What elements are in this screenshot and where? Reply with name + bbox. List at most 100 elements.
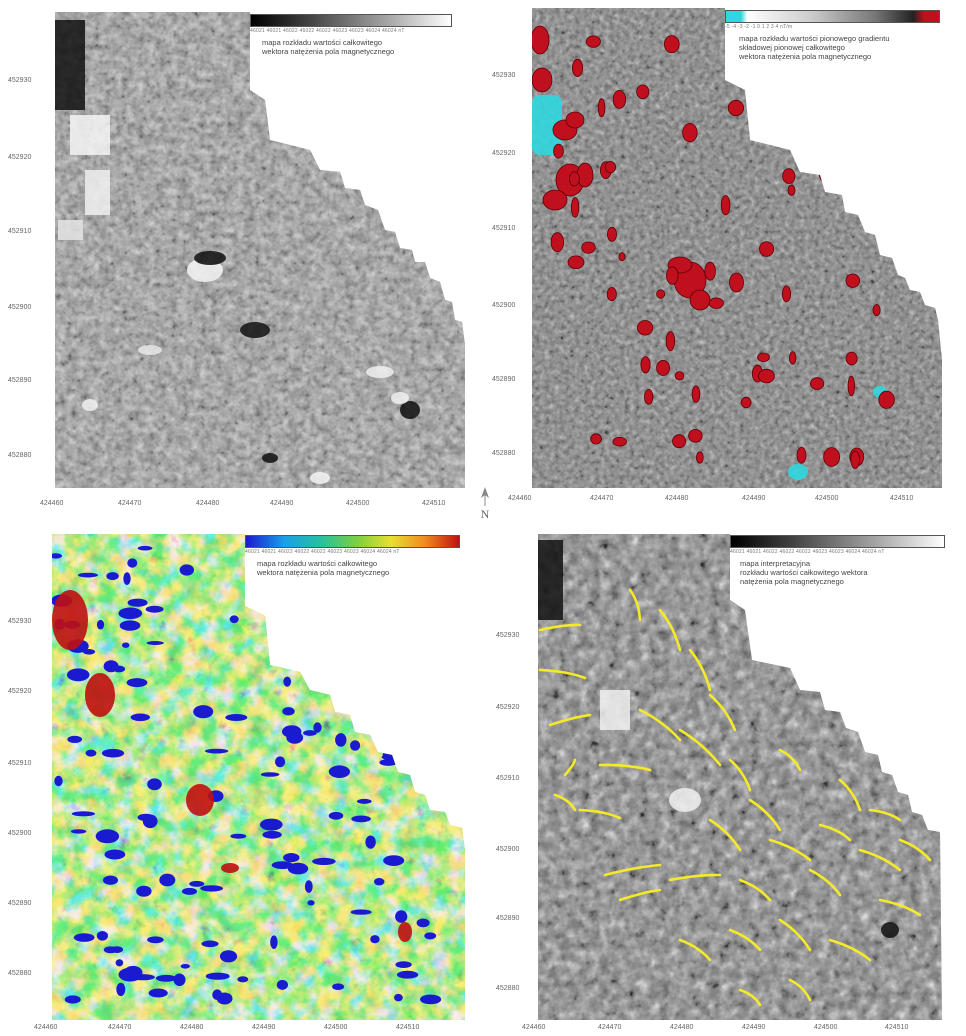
anomaly-marker xyxy=(420,994,442,1005)
anomaly-marker xyxy=(383,855,405,866)
anomaly-marker xyxy=(532,67,553,93)
anomaly-marker xyxy=(796,446,807,464)
anomaly-marker xyxy=(553,143,564,159)
anomaly-marker xyxy=(607,226,618,242)
interpretation-line xyxy=(628,588,642,622)
interpretation-line xyxy=(878,898,922,917)
legend-tick-labels: 46021 46021 46022 46022 46022 46023 4602… xyxy=(245,549,400,555)
x-tick-label: 424490 xyxy=(252,1024,276,1031)
interpretation-line xyxy=(738,988,762,1007)
interpretation-line xyxy=(858,848,902,872)
anomaly-marker xyxy=(313,722,322,733)
anomaly-marker xyxy=(70,829,87,834)
x-tick-label: 424510 xyxy=(885,1024,909,1031)
interpretation-line xyxy=(748,798,782,832)
x-tick-label: 424480 xyxy=(196,500,220,507)
legend-tick-labels: 46021 46021 46022 46022 46022 46023 4602… xyxy=(250,28,405,34)
y-tick-label: 452920 xyxy=(8,154,32,161)
anomaly-marker xyxy=(585,35,601,48)
x-tick-label: 424510 xyxy=(890,495,914,502)
legend-caption: mapa rozkładu wartości całkowitego wekto… xyxy=(250,38,452,56)
anomaly-marker xyxy=(350,740,361,751)
anomaly-marker xyxy=(758,368,775,384)
map-total-field-color xyxy=(52,534,465,1020)
x-tick-label: 424470 xyxy=(118,500,142,507)
legend-interpretation: 46021 46021 46022 46022 46022 46023 4602… xyxy=(730,535,945,586)
legend-caption: mapa interpretacyjna rozkładu wartości c… xyxy=(730,559,945,586)
anomaly-marker xyxy=(155,974,177,982)
anomaly-marker xyxy=(666,266,679,285)
interpretation-line xyxy=(578,808,622,820)
y-tick-label: 452880 xyxy=(492,450,516,457)
x-tick-label: 424480 xyxy=(180,1024,204,1031)
y-tick-label: 452920 xyxy=(8,688,32,695)
interpretation-line xyxy=(808,868,842,897)
interpretation-line xyxy=(553,793,577,812)
anomaly-marker xyxy=(416,918,430,928)
interpretation-line xyxy=(728,928,762,952)
x-tick-label: 424470 xyxy=(108,1024,132,1031)
anomaly-marker xyxy=(66,668,90,682)
x-tick-label: 424510 xyxy=(396,1024,420,1031)
y-tick-label: 452900 xyxy=(8,304,32,311)
north-arrow-icon: N xyxy=(481,487,490,521)
anomaly-marker xyxy=(106,572,119,581)
anomaly-marker xyxy=(328,811,344,820)
interpretation-line xyxy=(828,938,872,962)
y-tick-label: 452910 xyxy=(8,760,32,767)
anomaly-marker xyxy=(122,642,130,648)
anomaly-marker xyxy=(303,730,317,736)
anomaly-marker xyxy=(395,910,408,923)
anomaly-marker xyxy=(115,959,124,967)
interpretation-line xyxy=(688,648,712,692)
x-tick-label: 424480 xyxy=(670,1024,694,1031)
anomaly-marker xyxy=(689,289,711,311)
anomaly-marker xyxy=(395,961,412,968)
anomaly-marker xyxy=(321,672,333,678)
anomaly-marker xyxy=(682,123,698,143)
anomaly-marker xyxy=(572,58,584,78)
y-tick-label: 452910 xyxy=(492,225,516,232)
anomaly-marker xyxy=(200,885,224,892)
y-tick-label: 452900 xyxy=(496,846,520,853)
anomaly-marker xyxy=(205,748,229,754)
interpretation-line xyxy=(658,608,682,652)
anomaly-marker xyxy=(173,973,186,987)
anomaly-marker xyxy=(845,273,861,288)
x-tick-label: 424470 xyxy=(590,495,614,502)
anomaly-marker xyxy=(180,964,190,969)
legend-colorbar xyxy=(245,535,460,548)
anomaly-marker xyxy=(781,285,792,303)
anomaly-marker xyxy=(570,197,580,218)
legend-tick-labels: 46021 46021 46022 46022 46022 46023 4602… xyxy=(730,549,885,555)
interpretation-line xyxy=(548,713,592,727)
anomaly-marker xyxy=(374,878,385,886)
anomaly-marker xyxy=(382,748,406,762)
interpretation-line xyxy=(728,758,752,792)
y-tick-label: 452930 xyxy=(8,77,32,84)
anomaly-marker xyxy=(179,564,194,576)
anomaly-marker xyxy=(96,931,108,941)
y-tick-label: 452930 xyxy=(492,72,516,79)
anomaly-marker xyxy=(127,558,138,568)
interpretation-line xyxy=(563,758,577,777)
anomaly-marker xyxy=(96,619,105,630)
anomaly-marker xyxy=(104,849,126,860)
anomaly-marker xyxy=(664,35,680,54)
legend-colorbar xyxy=(250,14,452,27)
x-tick-label: 424490 xyxy=(270,500,294,507)
anomaly-marker xyxy=(542,189,568,211)
anomaly-marker xyxy=(567,255,585,270)
x-tick-label: 424460 xyxy=(522,1024,546,1031)
legend-caption-line: składowej pionowej całkowitego xyxy=(739,43,845,52)
x-tick-label: 424490 xyxy=(742,1024,766,1031)
anomaly-marker xyxy=(116,982,126,997)
anomaly-marker xyxy=(130,713,150,722)
anomaly-marker xyxy=(260,818,283,831)
anomaly-marker xyxy=(787,184,796,196)
anomaly-marker xyxy=(665,331,676,352)
x-tick-label: 424460 xyxy=(34,1024,58,1031)
anomaly-marker xyxy=(304,880,313,893)
anomaly-marker xyxy=(71,811,96,817)
anomaly-marker xyxy=(95,829,120,844)
